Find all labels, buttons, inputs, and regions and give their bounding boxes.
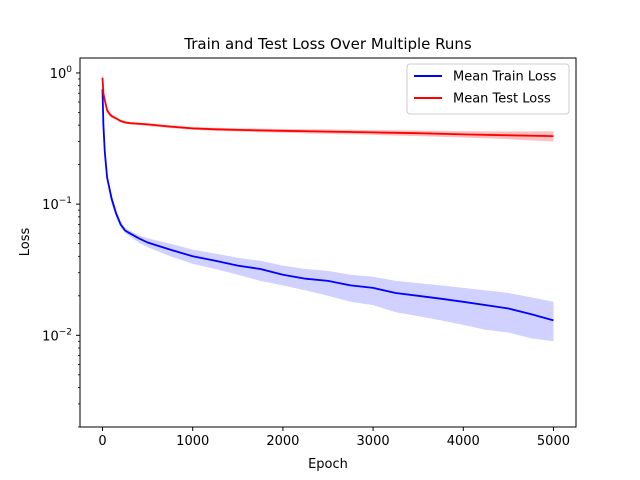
axes-frame: [79, 57, 577, 428]
x-tick-label: 3000: [357, 434, 390, 449]
y-axis-label: Loss: [18, 228, 33, 257]
y-tick-label: 100: [50, 65, 73, 82]
y-axis-ticks: 10−2 10−1 100: [42, 65, 80, 428]
series-line-test: [101, 77, 554, 137]
x-tick-label: 4000: [447, 434, 480, 449]
x-tick-label: 0: [98, 434, 106, 449]
series-line-train: [101, 89, 554, 322]
legend-box: [406, 63, 570, 115]
x-axis-ticks: 0 1000 2000 3000 4000 5000: [98, 427, 570, 449]
legend-label-train: Mean Train Loss: [453, 70, 557, 85]
x-tick-label: 2000: [266, 434, 299, 449]
x-axis-label: Epoch: [308, 457, 348, 472]
x-tick-label: 5000: [537, 434, 570, 449]
legend-label-test: Mean Test Loss: [453, 92, 551, 107]
chart-title: Train and Test Loss Over Multiple Runs: [183, 35, 472, 53]
legend: Mean Train Loss Mean Test Loss: [406, 63, 570, 115]
y-tick-label: 10−2: [42, 327, 72, 344]
x-tick-label: 1000: [176, 434, 209, 449]
y-tick-label: 10−1: [42, 196, 72, 213]
plot-area: [101, 72, 554, 342]
series-band-train: [102, 85, 554, 342]
